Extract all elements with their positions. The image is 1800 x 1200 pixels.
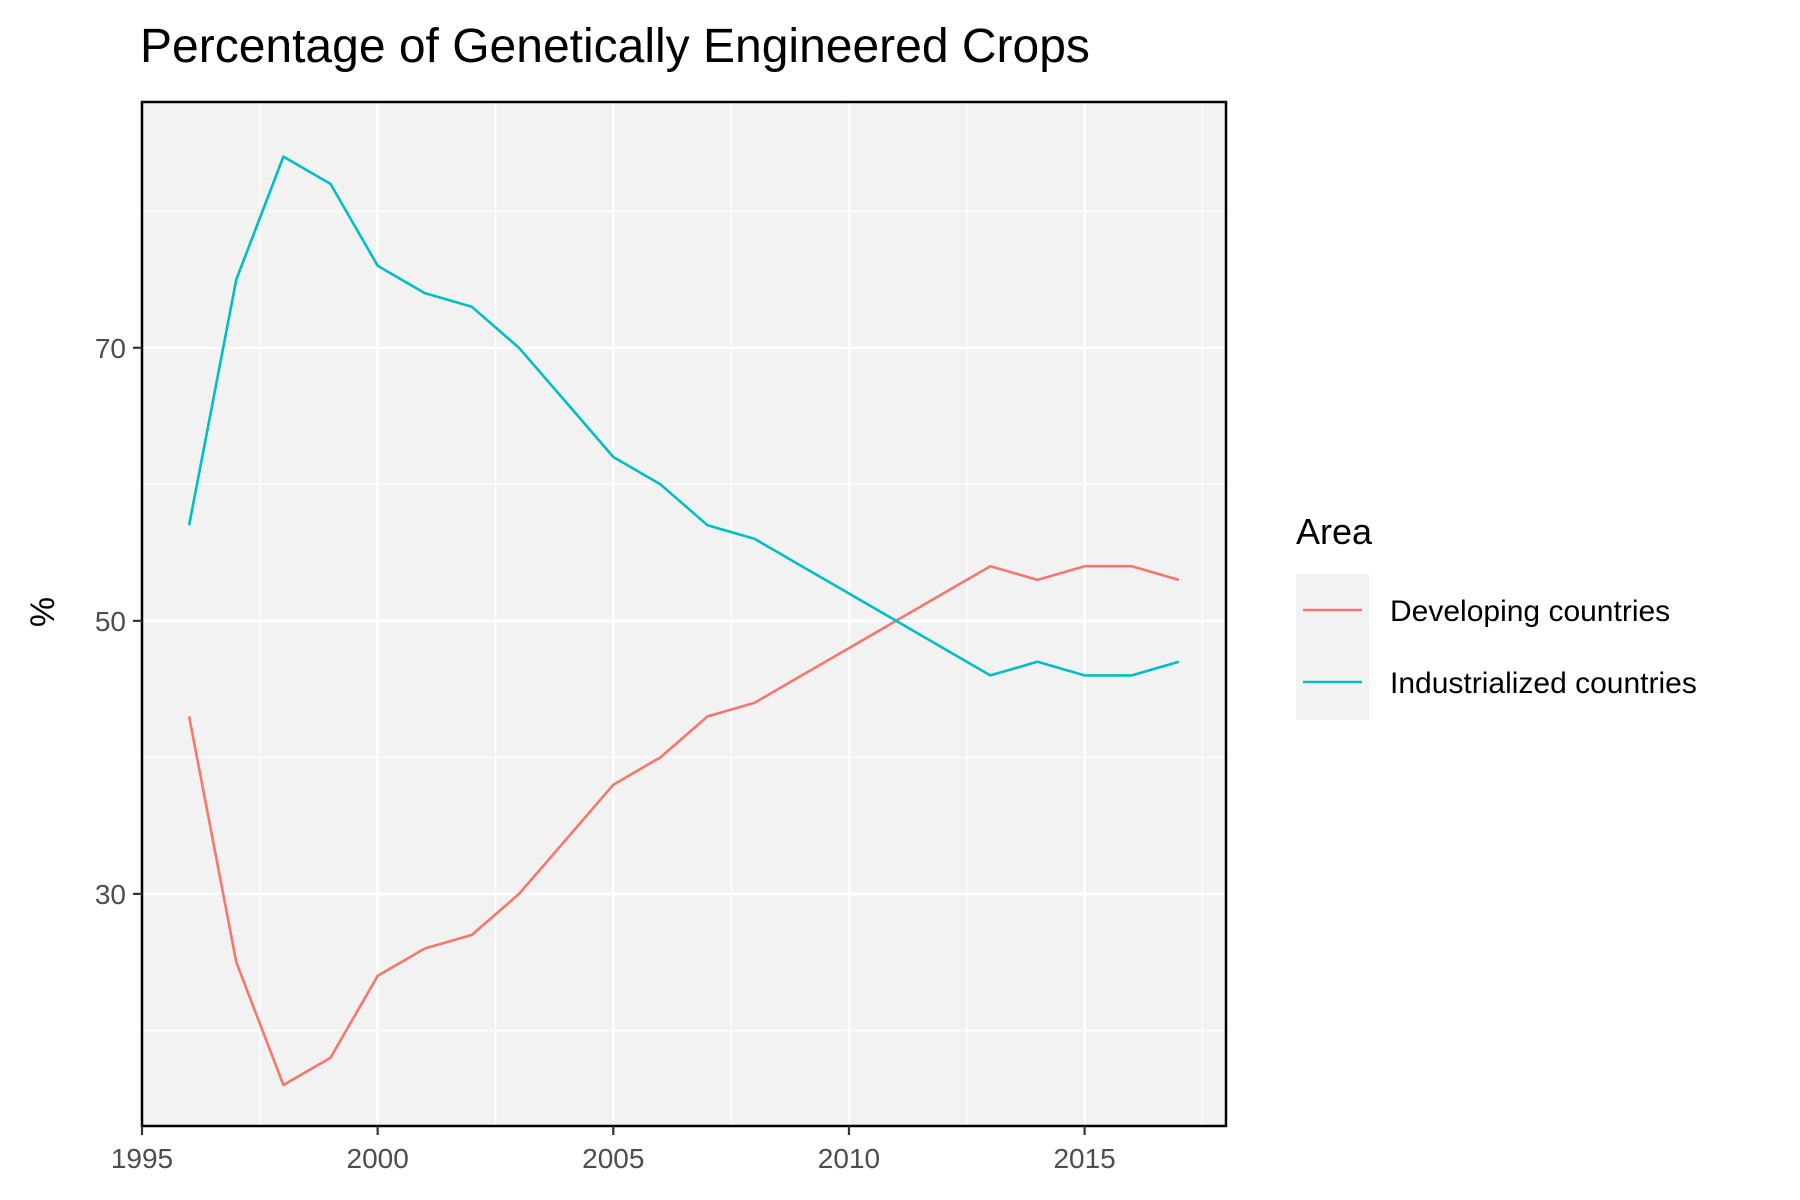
y-axis: 30 50 70 xyxy=(95,333,142,910)
x-tick-label: 2005 xyxy=(582,1143,644,1174)
x-tick-label: 2015 xyxy=(1053,1143,1115,1174)
legend-title: Area xyxy=(1296,511,1373,552)
y-axis-title: % xyxy=(24,597,62,627)
x-tick-label: 1995 xyxy=(111,1143,173,1174)
legend-label: Industrialized countries xyxy=(1390,667,1697,700)
x-tick-label: 2010 xyxy=(818,1143,880,1174)
plot-border xyxy=(140,100,1228,1128)
minor-gridlines xyxy=(142,102,1226,1126)
legend-label: Developing countries xyxy=(1390,595,1670,628)
legend: Area Developing countries Industrialized … xyxy=(1296,511,1697,720)
series-line-industrialized-countries xyxy=(187,155,1180,677)
y-tick-label: 30 xyxy=(95,879,126,910)
y-tick-label: 50 xyxy=(95,606,126,637)
legend-key-background xyxy=(1296,574,1369,720)
plot-panel xyxy=(142,102,1226,1126)
x-axis: 1995 2000 2005 2010 2015 xyxy=(111,1126,1116,1174)
series-line-developing-countries xyxy=(187,564,1180,1087)
chart-title: Percentage of Genetically Engineered Cro… xyxy=(140,20,1090,73)
y-tick-label: 70 xyxy=(95,333,126,364)
x-tick-label: 2000 xyxy=(347,1143,409,1174)
series-lines xyxy=(187,155,1180,1087)
